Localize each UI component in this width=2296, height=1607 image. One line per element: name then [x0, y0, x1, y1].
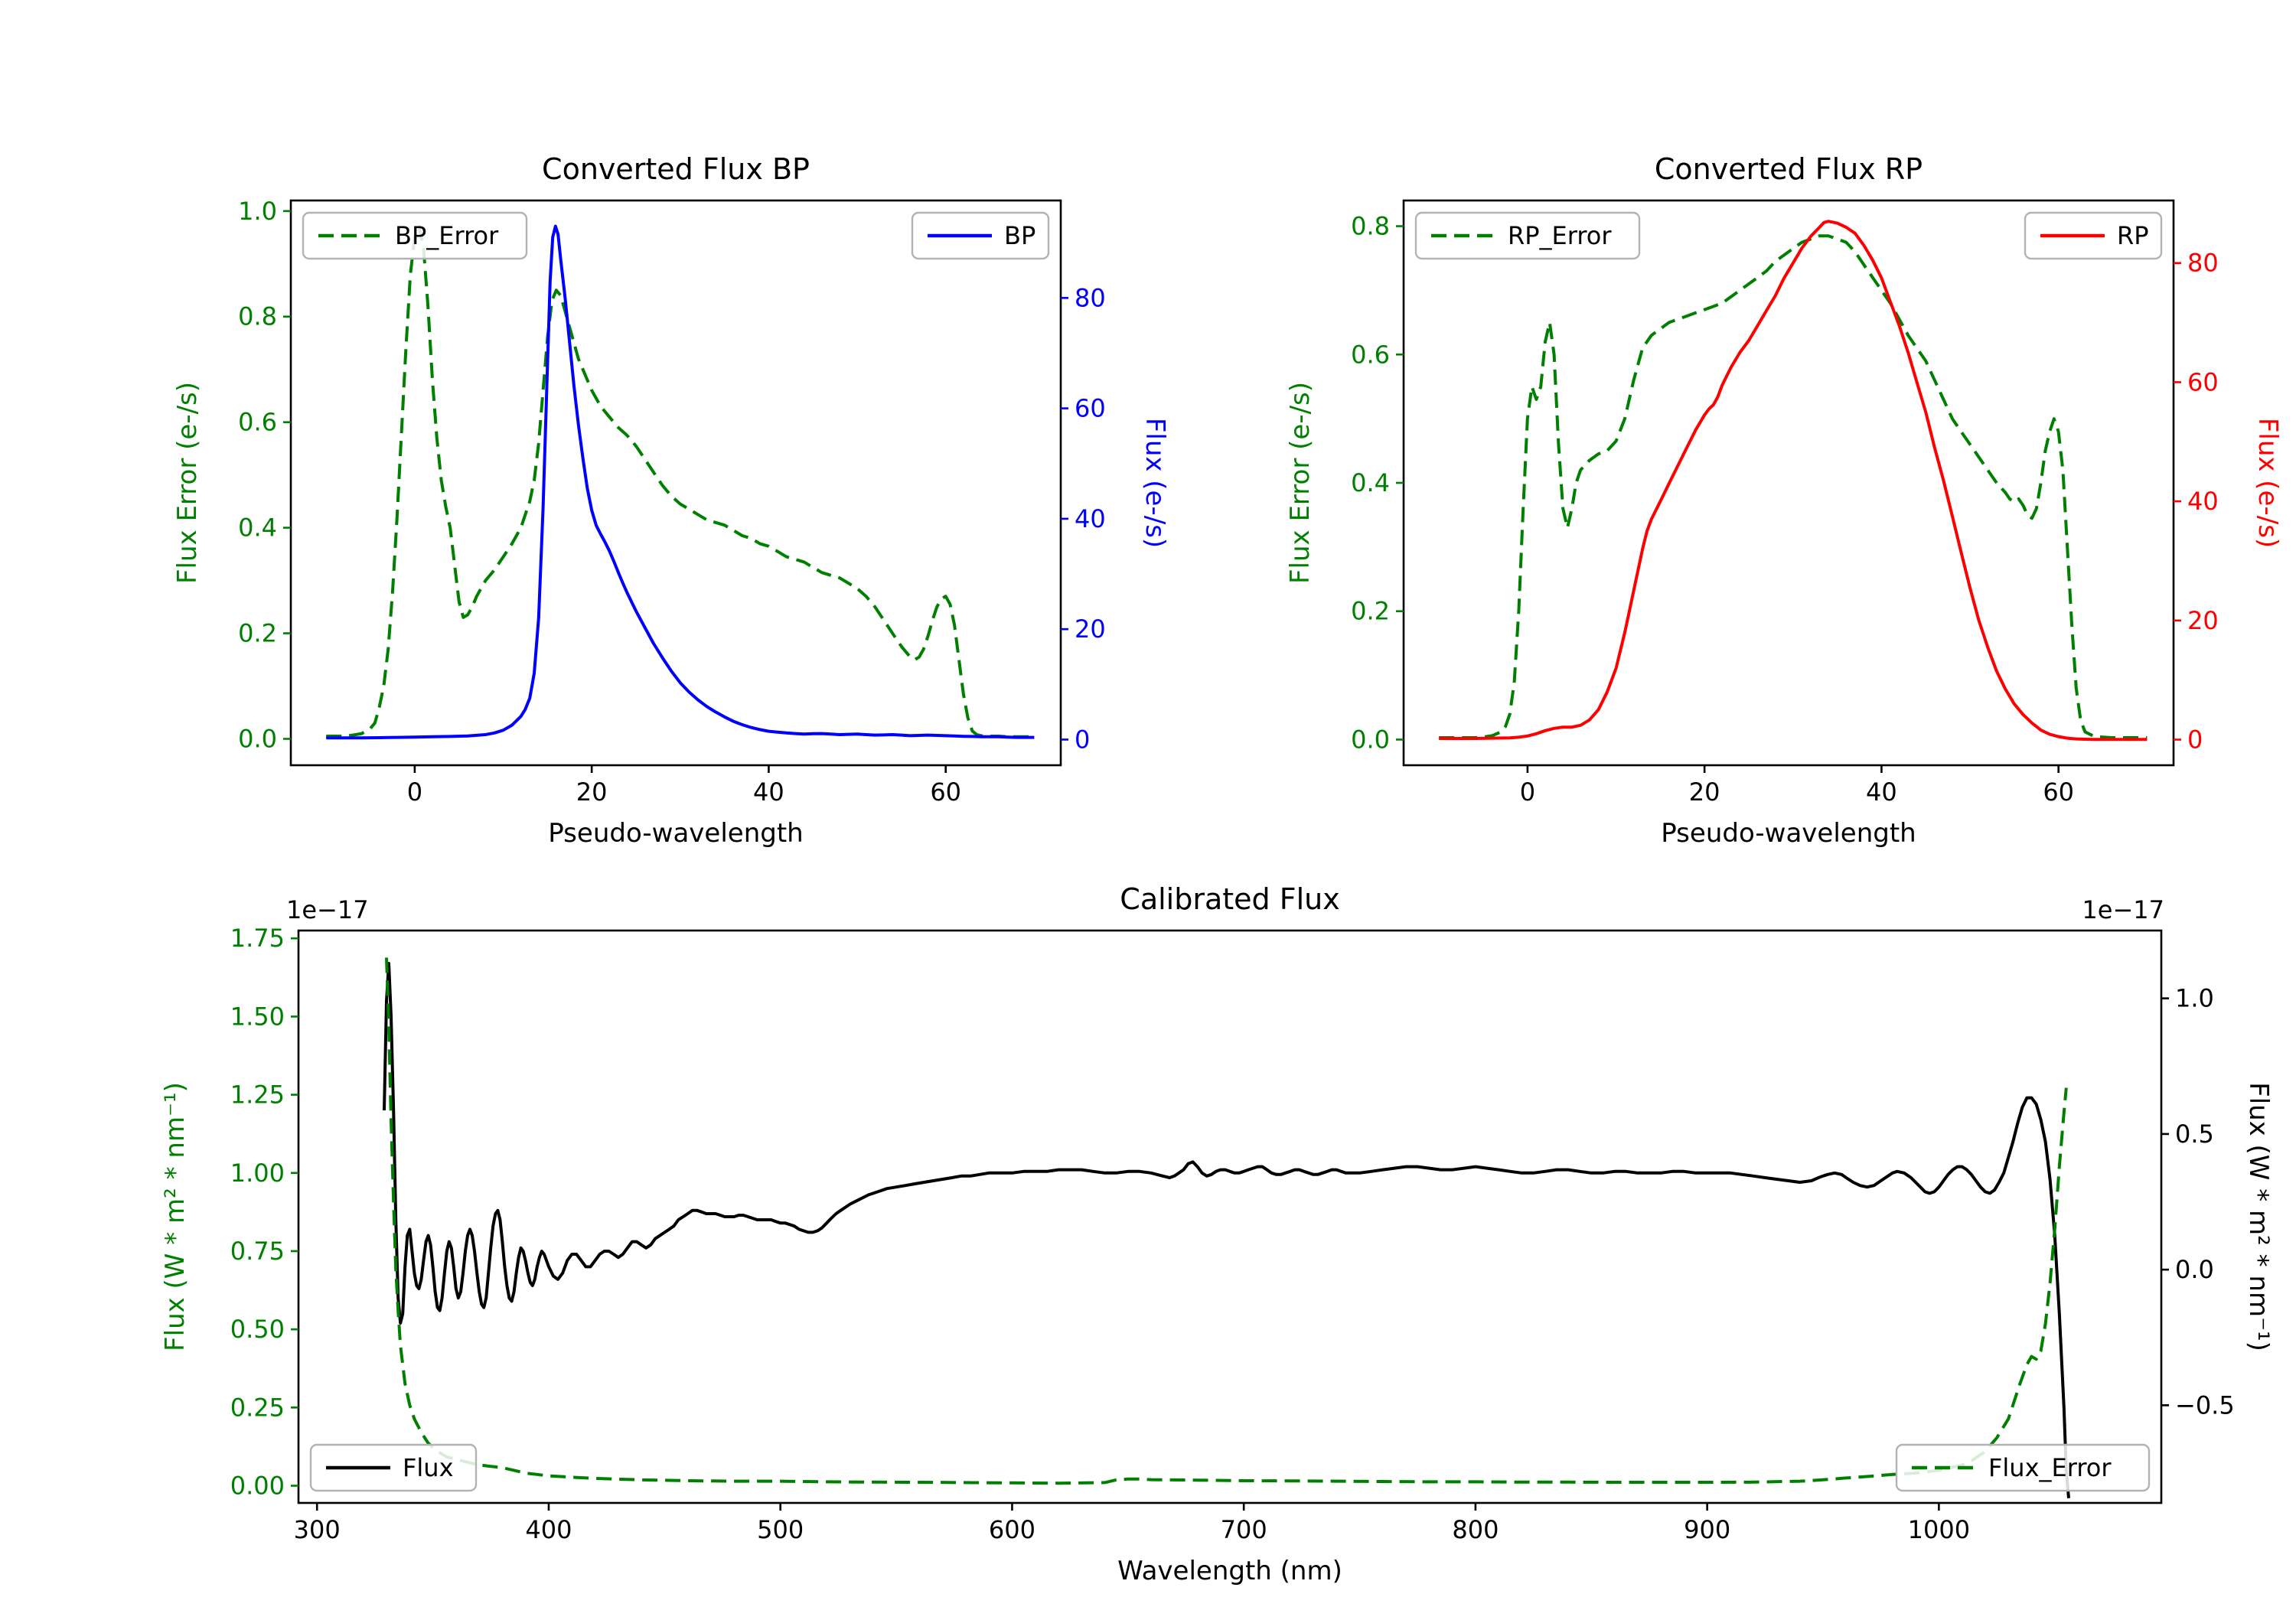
series-line-RP_Error — [1439, 234, 2148, 739]
y-tick-label: 1.0 — [2175, 984, 2214, 1013]
x-tick-label: 800 — [1452, 1515, 1499, 1544]
y-axis-label: Flux (e-/s) — [1140, 418, 1170, 548]
x-axis-label: Pseudo-wavelength — [1661, 818, 1916, 849]
y-tick-label: 80 — [1075, 283, 1106, 312]
chart-2: Calibrated Flux 300 400 500 600 700 800 900 1000… — [160, 882, 2274, 1586]
y-tick-label: 20 — [1075, 614, 1106, 644]
x-tick-label: 300 — [294, 1515, 341, 1544]
chart-title: Converted Flux RP — [1655, 152, 1923, 186]
x-axis-label: Pseudo-wavelength — [548, 818, 803, 849]
x-tick-label: 900 — [1684, 1515, 1730, 1544]
legend-label: BP_Error — [395, 221, 499, 250]
axes-frame — [289, 199, 1062, 767]
y-tick-label: −0.5 — [2175, 1390, 2235, 1420]
y-axis-label: Flux (W * m² * nm⁻¹) — [160, 1082, 191, 1351]
y-tick-label: 60 — [1075, 394, 1106, 423]
y-tick-label: 0.6 — [1351, 340, 1390, 369]
y-axis-label: Flux Error (e-/s) — [172, 382, 203, 584]
x-tick-label: 600 — [989, 1515, 1035, 1544]
x-tick-label: 60 — [2043, 777, 2074, 807]
axis-offset-text: 1e−17 — [2082, 895, 2164, 924]
legend-label: BP — [1004, 221, 1035, 250]
series-line-BP — [326, 224, 1035, 740]
axes-frame — [297, 929, 2163, 1504]
y-axis-label: Flux (W * m² * nm⁻¹) — [2243, 1082, 2274, 1351]
x-tick-label: 20 — [576, 777, 608, 807]
y-tick-label: 1.25 — [230, 1081, 285, 1110]
y-tick-label: 0 — [1075, 725, 1090, 754]
y-axis-label: Flux Error (e-/s) — [1285, 382, 1316, 584]
y-tick-label: 80 — [2187, 249, 2219, 278]
axis-offset-text: 1e−17 — [286, 895, 369, 924]
legend-box — [1895, 1443, 2151, 1492]
legend-box — [309, 1443, 478, 1492]
series-line-RP — [1439, 220, 2148, 742]
y-tick-label: 0.75 — [230, 1237, 285, 1266]
x-tick-label: 500 — [757, 1515, 804, 1544]
x-tick-label: 60 — [930, 777, 961, 807]
y-tick-label: 0.2 — [238, 619, 277, 648]
y-tick-label: 1.00 — [230, 1159, 285, 1188]
y-tick-label: 0.8 — [238, 302, 277, 331]
chart-title: Calibrated Flux — [1120, 882, 1339, 916]
x-tick-label: 400 — [525, 1515, 572, 1544]
chart-title: Converted Flux BP — [542, 152, 810, 186]
legend-label: RP_Error — [1508, 221, 1612, 250]
x-tick-label: 0 — [1520, 777, 1535, 807]
legend-label: Flux_Error — [1988, 1453, 2112, 1482]
y-tick-label: 0.5 — [2175, 1120, 2214, 1149]
y-tick-label: 60 — [2187, 367, 2219, 396]
series-line-Flux_Error — [385, 957, 2068, 1485]
y-tick-label: 0.00 — [230, 1472, 285, 1501]
x-tick-label: 20 — [1689, 777, 1720, 807]
x-tick-label: 1000 — [1908, 1515, 1970, 1544]
chart-0: Converted Flux BP 0 20 40 60 Pseudo-wavelengt… — [172, 152, 1170, 849]
y-tick-label: 0.0 — [1351, 725, 1390, 754]
legend-box — [1414, 211, 1641, 260]
y-axis-label: Flux (e-/s) — [2252, 418, 2283, 548]
y-tick-label: 40 — [2187, 487, 2219, 516]
chart-1: Converted Flux RP 0 20 40 60 Pseudo-wavelengt… — [1285, 152, 2283, 849]
legend-label: Flux — [403, 1453, 454, 1482]
y-tick-label: 1.75 — [230, 924, 285, 953]
series-line-BP_Error — [326, 225, 1035, 738]
y-tick-label: 0.0 — [2175, 1255, 2214, 1284]
y-tick-label: 1.50 — [230, 1002, 285, 1031]
y-tick-label: 20 — [2187, 606, 2219, 635]
x-axis-label: Wavelength (nm) — [1117, 1556, 1342, 1586]
y-tick-label: 0.2 — [1351, 597, 1390, 626]
y-tick-label: 0.8 — [1351, 212, 1390, 241]
y-tick-label: 40 — [1075, 504, 1106, 533]
y-tick-label: 0.0 — [238, 725, 277, 754]
x-tick-label: 700 — [1221, 1515, 1267, 1544]
y-tick-label: 0.25 — [230, 1393, 285, 1422]
y-tick-label: 0.6 — [238, 408, 277, 437]
y-tick-label: 0.4 — [1351, 468, 1390, 497]
legend-box — [302, 211, 528, 260]
axes-frame — [1402, 199, 2175, 767]
y-tick-label: 0.50 — [230, 1315, 285, 1344]
legend-label: RP — [2117, 221, 2149, 250]
x-tick-label: 40 — [753, 777, 784, 807]
y-tick-label: 1.0 — [238, 197, 277, 226]
y-tick-label: 0 — [2187, 725, 2203, 755]
series-line-Flux — [383, 962, 2070, 1498]
x-tick-label: 40 — [1866, 777, 1897, 807]
y-tick-label: 0.4 — [238, 513, 277, 543]
x-tick-label: 0 — [407, 777, 422, 807]
